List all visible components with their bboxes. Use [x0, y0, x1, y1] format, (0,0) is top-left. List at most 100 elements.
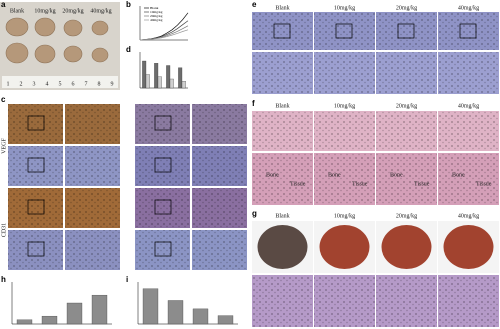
he-lung-texture	[438, 275, 499, 327]
bar	[142, 288, 159, 325]
tissue-label: Tissue	[414, 181, 430, 187]
stain-label: CD31	[1, 223, 7, 237]
he-bone-texture	[252, 111, 313, 151]
bone-label: Bone	[328, 172, 341, 178]
ihc-zoom-texture	[192, 188, 247, 228]
group-label: Blank	[10, 8, 24, 14]
ihc-zoom-texture	[65, 104, 120, 144]
panel-letter: d	[126, 45, 131, 54]
tissue-label: Tissue	[476, 181, 492, 187]
ihc-image-texture	[8, 146, 63, 186]
zoom-box	[335, 23, 353, 39]
growth-line	[139, 29, 189, 41]
bar	[145, 74, 150, 89]
bar	[41, 315, 58, 325]
he-lung-texture	[314, 275, 375, 327]
ihc-image-texture	[8, 188, 63, 228]
group-label: 20mg/kg	[396, 103, 417, 109]
group-label: 10mg/kg	[334, 5, 355, 11]
he-bone-zoom-texture	[314, 153, 375, 205]
panel-letter: c	[1, 95, 6, 104]
he-tumor-zoom-texture	[376, 52, 437, 94]
tissue-label: Tissue	[290, 181, 306, 187]
legend-label: 40mg/kg	[150, 18, 163, 22]
bar	[167, 300, 184, 325]
ruler-number: 1	[7, 81, 10, 87]
ruler-number: 3	[33, 81, 36, 87]
ihc-zoom-texture	[192, 230, 247, 270]
ihc-image-texture	[8, 230, 63, 270]
ruler	[2, 76, 118, 88]
panel-letter: g	[252, 209, 257, 218]
bone-label: Bone	[452, 172, 465, 178]
group-label: 10mg/kg	[334, 103, 355, 109]
zoom-box	[154, 241, 172, 257]
bar	[192, 308, 209, 325]
zoom-box	[27, 241, 45, 257]
ruler-number: 5	[59, 81, 62, 87]
group-label: 40mg/kg	[90, 8, 111, 14]
group-label: Blank	[275, 103, 289, 109]
ihc-zoom-texture	[65, 230, 120, 270]
he-tumor-zoom-texture	[314, 52, 375, 94]
he-bone-zoom-texture	[376, 153, 437, 205]
bar	[142, 60, 147, 89]
ruler-number: 2	[20, 81, 23, 87]
tissue-label: Tissue	[352, 181, 368, 187]
bar	[166, 65, 171, 89]
group-label: 20mg/kg	[62, 8, 83, 14]
ihc-zoom-texture	[65, 146, 120, 186]
zoom-box	[154, 199, 172, 215]
legend-label: 20mg/kg	[150, 14, 163, 18]
bone-label: Bone	[266, 172, 279, 178]
he-tumor-texture	[314, 12, 375, 50]
lung	[381, 225, 432, 269]
he-tumor-texture	[376, 12, 437, 50]
zoom-box	[27, 115, 45, 131]
he-tumor-zoom-texture	[252, 52, 313, 94]
ruler-number: 8	[98, 81, 101, 87]
group-label: 40mg/kg	[458, 213, 479, 219]
ruler-number: 6	[72, 81, 75, 87]
zoom-box	[154, 115, 172, 131]
panel-letter: a	[1, 0, 6, 9]
bar	[217, 315, 234, 325]
bar	[91, 294, 108, 325]
panel-letter: i	[126, 275, 128, 284]
zoom-box	[273, 23, 291, 39]
ihc-zoom-texture	[192, 104, 247, 144]
he-bone-texture	[376, 111, 437, 151]
panel-letter: e	[252, 0, 257, 9]
zoom-box	[27, 199, 45, 215]
ruler-number: 4	[46, 81, 49, 87]
ruler-number: 7	[85, 81, 88, 87]
ihc-image-texture	[135, 188, 190, 228]
he-tumor-zoom-texture	[438, 52, 499, 94]
bar	[169, 78, 174, 89]
group-label: 10mg/kg	[34, 8, 55, 14]
group-label: Blank	[275, 213, 289, 219]
bar	[154, 63, 159, 89]
he-bone-zoom-texture	[252, 153, 313, 205]
panel-letter: f	[252, 99, 255, 108]
group-label: Blank	[275, 5, 289, 11]
growth-line	[139, 25, 189, 41]
zoom-box	[459, 23, 477, 39]
bar	[66, 302, 83, 325]
bone-label: Bone	[390, 172, 403, 178]
tumors	[5, 17, 109, 64]
he-tumor-texture	[252, 12, 313, 50]
bar	[157, 76, 162, 89]
bar	[181, 81, 186, 89]
group-label: 20mg/kg	[396, 213, 417, 219]
legend-label: Blank	[150, 6, 159, 10]
legend-label: 10mg/kg	[150, 10, 163, 14]
group-label: 20mg/kg	[396, 5, 417, 11]
ihc-zoom-texture	[192, 146, 247, 186]
ihc-image-texture	[135, 104, 190, 144]
group-label: 40mg/kg	[458, 5, 479, 11]
he-lung-texture	[376, 275, 437, 327]
panel-letter: h	[1, 275, 6, 284]
zoom-box	[27, 157, 45, 173]
